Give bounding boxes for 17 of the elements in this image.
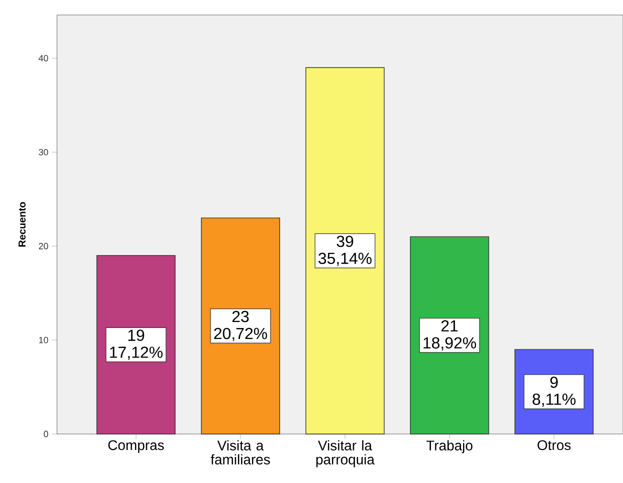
x-tick-label: Visitar la parroquia — [316, 440, 375, 468]
y-axis-title: Recuento — [18, 202, 26, 247]
x-tick-label: Visita a familiares — [210, 440, 270, 464]
y-tick-label: 40 — [38, 55, 48, 62]
x-tick-label: Compras — [108, 440, 164, 453]
x-tick-label: Otros — [538, 440, 571, 450]
y-tick-label: 20 — [38, 242, 48, 250]
data-label: 9 8,11% — [532, 376, 576, 407]
data-label: 21 18,92% — [424, 320, 476, 350]
data-label: 39 35,14% — [318, 236, 372, 266]
bar — [305, 67, 385, 434]
y-tick-label: 30 — [38, 148, 48, 156]
data-label: 19 17,12% — [110, 330, 163, 360]
data-label: 23 20,72% — [214, 310, 268, 342]
x-tick-label: Trabajo — [426, 440, 472, 454]
y-tick-label: 0 — [44, 430, 48, 438]
y-tick-label: 10 — [39, 336, 48, 344]
